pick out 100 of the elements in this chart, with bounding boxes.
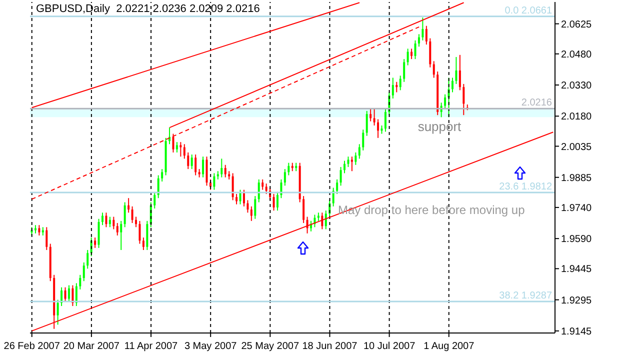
candlestick — [344, 160, 346, 174]
candlestick — [75, 282, 78, 307]
candlestick — [236, 193, 238, 205]
x-tick-label: 25 May 2007 — [241, 341, 300, 352]
candlestick — [161, 168, 164, 182]
ref-line-label: 2.0216 — [521, 98, 552, 109]
candlestick — [56, 299, 59, 326]
y-tick-label: 2.0180 — [561, 112, 592, 123]
candlestick — [406, 48, 409, 66]
candlestick — [362, 129, 364, 151]
candlestick — [105, 212, 108, 228]
candlestick — [377, 118, 380, 138]
candlestick — [429, 38, 432, 68]
candlestick — [284, 168, 286, 186]
x-tick-label: 20 Mar 2007 — [63, 341, 120, 352]
candlestick — [86, 249, 89, 270]
y-tick-label: 1.9295 — [561, 295, 592, 306]
candlestick — [384, 108, 386, 132]
y-tick-label: 2.0625 — [561, 19, 592, 30]
candlestick — [354, 152, 357, 166]
candlestick — [239, 189, 242, 205]
candlestick — [206, 156, 208, 186]
y-tick-label: 1.9445 — [561, 264, 592, 276]
candlestick — [324, 210, 327, 230]
x-tick-label: 18 Jun 2007 — [302, 341, 358, 352]
candlestick — [250, 206, 252, 222]
candlestick — [370, 108, 372, 122]
candlestick — [451, 77, 454, 93]
candlestick — [396, 81, 398, 93]
candlestick — [265, 183, 268, 194]
x-tick-label: 10 Jul 2007 — [363, 341, 416, 352]
candlestick — [444, 94, 446, 110]
candlestick — [410, 48, 413, 60]
candlestick — [392, 77, 394, 99]
candlestick — [128, 198, 130, 214]
candlestick — [302, 196, 305, 224]
ref-line-label: 0.0 2.0661 — [504, 5, 552, 16]
candlestick — [120, 220, 122, 250]
candlestick — [288, 162, 290, 176]
ref-line-label: 38.2 1.9287 — [499, 290, 552, 302]
candlestick — [116, 222, 118, 236]
candlestick — [258, 178, 260, 203]
y-tick-label: 2.0035 — [561, 142, 592, 153]
candlestick — [64, 286, 66, 302]
x-tick-label: 3 May 2007 — [184, 341, 238, 352]
candlestick — [458, 54, 461, 91]
candlestick — [98, 218, 100, 248]
candlestick — [142, 237, 144, 250]
candlestick — [373, 108, 376, 126]
candlestick — [403, 58, 406, 82]
candlestick — [347, 156, 350, 168]
candlestick — [336, 178, 338, 194]
candlestick — [425, 25, 428, 46]
candlestick — [272, 193, 275, 212]
candlestick — [224, 164, 226, 178]
candlestick — [72, 284, 74, 307]
candlestick — [82, 262, 85, 282]
candlestick — [176, 142, 178, 153]
y-tick-label: 2.0480 — [561, 49, 592, 60]
candlestick — [366, 110, 368, 136]
candlestick — [462, 83, 465, 116]
y-tick-label: 1.9590 — [561, 234, 592, 246]
candlestick — [146, 220, 148, 250]
x-tick-label: 11 Apr 2007 — [124, 341, 178, 352]
candlestick — [276, 191, 278, 212]
candlestick — [262, 178, 264, 190]
candlestick — [432, 60, 435, 78]
y-tick-label: 2.0330 — [561, 80, 592, 92]
candlestick — [220, 158, 223, 178]
candlestick — [242, 189, 245, 207]
candlestick — [108, 216, 111, 228]
candlestick — [358, 144, 360, 160]
band-label: support — [418, 119, 462, 134]
x-tick-label: 1 Aug 2007 — [424, 341, 475, 352]
candlestick — [418, 34, 420, 48]
chart-title: GBPUSD,Daily 2.0221 2.0236 2.0209 2.0216 — [36, 3, 260, 15]
y-tick-label: 1.9740 — [561, 203, 592, 214]
candlestick — [350, 156, 353, 172]
candlestick — [68, 284, 70, 302]
candlestick — [414, 40, 416, 60]
candlestick — [172, 133, 174, 153]
candlestick — [154, 191, 156, 209]
y-tick-label: 1.9885 — [561, 172, 592, 184]
candlestick — [202, 156, 204, 178]
candlestick — [213, 172, 216, 190]
candlestick — [135, 216, 137, 228]
candlestick — [101, 212, 104, 226]
candlestick — [194, 154, 197, 176]
candlestick — [399, 75, 402, 91]
candlestick — [46, 226, 48, 250]
candlestick — [38, 224, 40, 236]
candlestick — [112, 216, 115, 230]
candlestick — [422, 17, 424, 41]
candlestick — [138, 220, 141, 244]
candlestick — [180, 142, 182, 158]
x-tick-label: 26 Feb 2007 — [4, 341, 60, 352]
candlestick — [94, 237, 96, 248]
candlestick — [183, 144, 186, 160]
candlestick — [157, 174, 160, 199]
candlestick — [246, 200, 249, 214]
